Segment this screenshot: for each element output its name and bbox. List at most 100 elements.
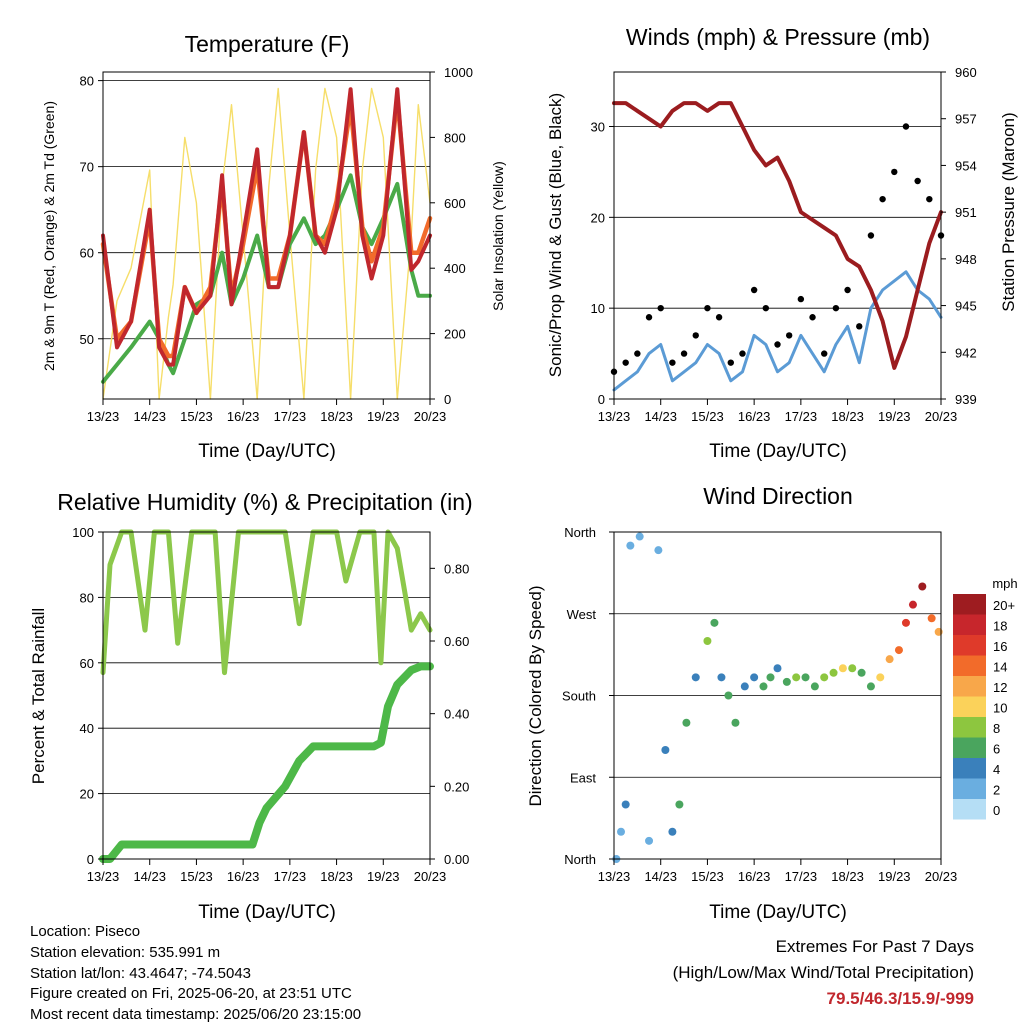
y2-tick-label: 600 (444, 196, 466, 211)
x-tick-label: 20/23 (414, 869, 447, 884)
solar-line (102, 87, 431, 400)
direction-point (617, 827, 626, 836)
direction-point (773, 664, 782, 673)
direction-point (927, 614, 936, 623)
y-tick-label: North (564, 525, 596, 540)
humidity-title: Relative Humidity (%) & Precipitation (i… (57, 489, 472, 515)
direction-point (626, 541, 635, 550)
y2-tick-label: 957 (955, 112, 977, 127)
temperature-series (100, 87, 433, 400)
figure-created: Figure created on Fri, 2025-06-20, at 23… (30, 985, 352, 1003)
legend-swatch (953, 676, 986, 697)
y-tick-label: 70 (80, 160, 94, 175)
winds-series (610, 101, 945, 392)
direction-point (801, 673, 810, 682)
direction-point (766, 673, 775, 682)
x-tick-label: 16/23 (227, 409, 260, 424)
x-tick-label: 18/23 (831, 869, 864, 884)
legend-label: 20+ (993, 598, 1015, 613)
gust-point (797, 295, 805, 303)
x-tick-label: 13/23 (87, 409, 120, 424)
legend-label: 14 (993, 660, 1007, 675)
winds-plot-frame (613, 71, 942, 400)
y-tick-label: 100 (72, 525, 94, 540)
legend-swatch (953, 614, 986, 635)
y-tick-label: 80 (80, 74, 94, 89)
legend-label: 18 (993, 619, 1007, 634)
legend-label: 10 (993, 701, 1007, 716)
y-tick-label: South (562, 689, 596, 704)
direction-point (731, 718, 740, 727)
legend-swatch (953, 696, 986, 717)
y2-tick-label: 951 (955, 205, 977, 220)
direction-point (848, 664, 857, 673)
direction-point (885, 655, 894, 664)
x-tick-label: 15/23 (180, 869, 213, 884)
legend-label: 2 (993, 783, 1000, 798)
y2-tick-label: 0.20 (444, 779, 469, 794)
legend-swatch (953, 717, 986, 738)
y2-tick-label: 939 (955, 392, 977, 407)
recent-timestamp: Most recent data timestamp: 2025/06/20 2… (30, 1006, 362, 1024)
temperature-xlabel: Time (Day/UTC) (198, 441, 336, 462)
direction-point (682, 718, 691, 727)
direction-point (621, 800, 630, 809)
gust-point (704, 304, 711, 312)
direction-point (894, 646, 903, 655)
gust-point (856, 323, 863, 330)
gust-point (879, 195, 886, 203)
x-tick-label: 14/23 (644, 869, 677, 884)
y2-tick-label: 0 (444, 392, 451, 407)
x-tick-label: 18/23 (320, 869, 353, 884)
legend-swatch (953, 799, 986, 820)
winds-pressure-panel: Winds (mph) & Pressure (mb) 13/23 14/23 15… (546, 24, 1018, 462)
x-tick-label: 18/23 (831, 409, 864, 424)
y2-tick-label: 0.80 (444, 561, 469, 576)
y2-tick-label: 942 (955, 345, 977, 360)
y-tick-label: 80 (80, 590, 94, 605)
gust-point (821, 350, 828, 357)
station-location: Location: Piseco (30, 923, 141, 940)
y2-tick-label: 0.40 (444, 707, 469, 722)
direction-point (918, 582, 927, 591)
direction-point (717, 673, 726, 682)
y-tick-label: North (564, 852, 596, 867)
gust-point (844, 286, 851, 294)
direction-point (703, 637, 712, 645)
x-tick-label: 18/23 (320, 409, 353, 424)
temperature-panel: Temperature (F) 13/23 14/23 15/23 16/23 17/2… (41, 31, 506, 462)
gust-point (634, 350, 641, 357)
wind-direction-panel: Wind Direction 13/23 14/23 15/23 16/23 17/23… (526, 483, 1018, 923)
x-tick-label: 19/23 (878, 409, 911, 424)
legend-label: 16 (993, 639, 1007, 654)
x-tick-label: 20/23 (925, 409, 958, 424)
gust-point (926, 195, 933, 203)
x-tick-label: 17/23 (785, 869, 818, 884)
y-tick-label: 10 (591, 301, 605, 316)
x-tick-label: 15/23 (180, 409, 213, 424)
gust-point (891, 168, 898, 176)
y2-tick-label: 800 (444, 130, 466, 145)
direction-point (876, 673, 885, 682)
x-tick-label: 20/23 (925, 869, 958, 884)
direction-point (691, 673, 700, 682)
legend-label: 0 (993, 803, 1000, 818)
gust-point (657, 304, 664, 312)
y2-tick-label: 0.00 (444, 852, 469, 867)
direction-point (654, 546, 663, 555)
gust-point (902, 123, 910, 130)
direction-point (750, 673, 759, 682)
direction-point (908, 600, 917, 609)
y2-tick-label: 200 (444, 327, 466, 342)
x-tick-label: 16/23 (227, 869, 260, 884)
direction-point (759, 682, 768, 691)
t2m-line (101, 87, 432, 367)
x-tick-label: 17/23 (785, 409, 818, 424)
direction-point (782, 677, 791, 686)
y-tick-label: 50 (80, 332, 94, 347)
legend-label: 8 (993, 721, 1000, 736)
direction-point (810, 682, 819, 691)
temperature-axes: 13/23 14/23 15/23 16/23 17/23 18/23 19/23 20/23… (80, 65, 473, 424)
direction-point (740, 682, 749, 691)
x-tick-label: 19/23 (367, 869, 400, 884)
